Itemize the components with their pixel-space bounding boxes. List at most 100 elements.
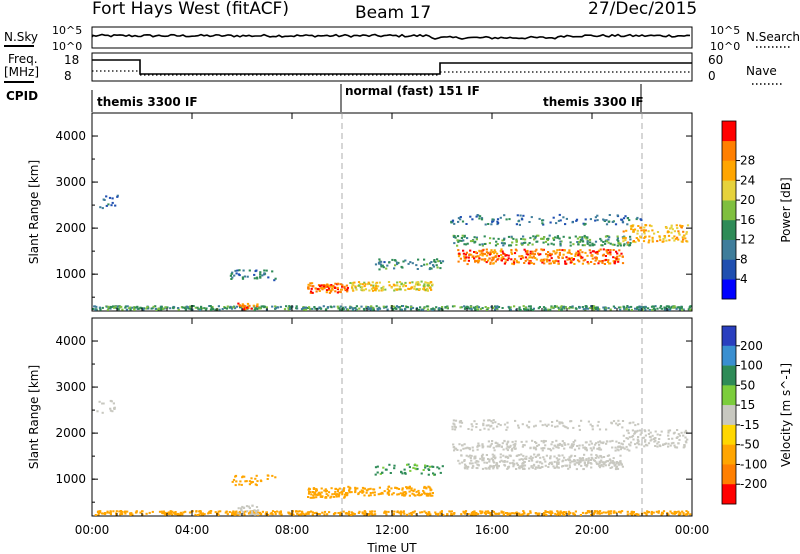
range-cell [521, 445, 524, 448]
range-cell [637, 238, 640, 241]
range-cell [491, 421, 494, 424]
range-cell [417, 489, 420, 492]
range-cell [162, 512, 165, 515]
range-cell [351, 286, 354, 289]
range-cell [564, 512, 567, 515]
range-cell [208, 510, 211, 513]
range-cell [670, 226, 673, 229]
range-cell [505, 218, 508, 221]
range-cell [487, 259, 490, 262]
range-cell [658, 438, 661, 440]
range-cell [409, 261, 412, 264]
range-cell [387, 510, 390, 513]
range-cell [525, 440, 528, 443]
range-cell [464, 463, 467, 466]
range-cell [119, 510, 122, 512]
range-cell [274, 277, 277, 280]
y-tick-label: 4000 [55, 334, 86, 348]
range-cell [429, 494, 432, 497]
y-axis-title: Slant Range [km] [27, 365, 41, 469]
range-cell [639, 226, 642, 229]
range-cell [307, 496, 310, 498]
range-cell [597, 262, 600, 265]
range-cell [179, 513, 182, 516]
range-cell [490, 420, 493, 423]
range-cell [687, 308, 690, 311]
range-cell [328, 511, 331, 514]
range-cell [241, 276, 244, 279]
range-cell [404, 491, 407, 493]
range-cell [491, 453, 494, 456]
range-cell [564, 260, 567, 263]
range-cell [644, 440, 647, 443]
range-cell [577, 243, 580, 246]
range-cell [239, 513, 242, 516]
range-cell [426, 465, 429, 468]
range-cell [643, 237, 646, 240]
range-cell [544, 464, 547, 467]
range-cell [601, 261, 604, 264]
range-cell [187, 307, 190, 310]
range-cell [549, 455, 552, 458]
range-cell [424, 511, 428, 514]
range-cell [685, 231, 688, 234]
range-cell [506, 449, 509, 452]
range-cell [439, 471, 442, 474]
range-cell [331, 288, 334, 291]
range-cell [675, 307, 678, 310]
range-cell [487, 223, 490, 225]
range-cell [384, 306, 387, 309]
range-cell [516, 462, 519, 465]
range-cell [644, 443, 648, 446]
range-cell [594, 219, 597, 222]
range-cell [182, 511, 185, 514]
range-cell [561, 465, 564, 467]
range-cell [454, 236, 457, 239]
range-cell [501, 442, 504, 445]
range-cell [481, 446, 484, 449]
range-cell [617, 242, 620, 244]
range-cell [547, 237, 550, 240]
range-cell [238, 304, 241, 307]
range-cell [684, 237, 687, 240]
range-cell [614, 223, 618, 226]
range-cell [647, 241, 650, 244]
range-cell [621, 255, 624, 258]
range-cell [632, 230, 635, 233]
range-cell [575, 218, 579, 221]
range-cell [617, 445, 620, 448]
x-tick-label: 12:00 [375, 523, 410, 537]
range-cell [354, 307, 357, 309]
range-cell [622, 237, 625, 240]
x-tick-label: 20:00 [575, 523, 610, 537]
range-cell [499, 456, 502, 459]
range-cell [531, 252, 534, 255]
range-cell [462, 249, 465, 252]
range-cell [556, 462, 559, 465]
range-cell [478, 444, 481, 447]
range-cell [279, 510, 282, 513]
range-cell [539, 420, 542, 423]
range-cell [529, 308, 533, 311]
range-cell [475, 467, 478, 469]
range-cell [551, 441, 554, 443]
range-cell [402, 491, 405, 494]
range-cell [604, 461, 607, 464]
cpid-segment-1: themis 3300 IF [97, 95, 198, 109]
range-cell [593, 263, 596, 265]
range-cell [160, 308, 163, 311]
range-cell [559, 512, 562, 515]
range-cell [571, 443, 574, 446]
colorbar-frame [721, 120, 737, 300]
range-cell [426, 289, 429, 292]
range-cell [523, 308, 526, 311]
range-cell [685, 441, 688, 444]
range-cell [404, 493, 407, 496]
colorbar-swatch [722, 200, 736, 221]
range-cell [562, 511, 566, 513]
range-cell [616, 255, 619, 258]
range-cell [325, 291, 328, 294]
range-cell [556, 444, 559, 447]
range-cell [598, 464, 601, 467]
